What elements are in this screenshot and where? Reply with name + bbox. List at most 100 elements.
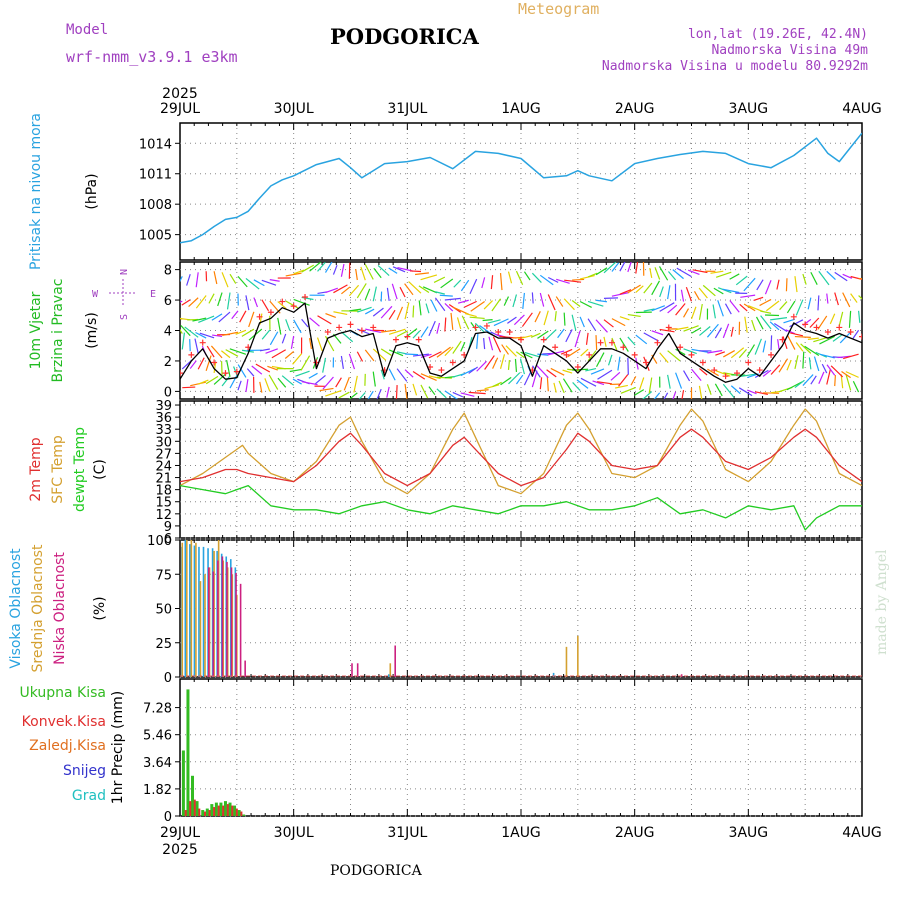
wind-arrow (318, 316, 332, 324)
wind-arrow (808, 338, 819, 339)
wind-arrow (198, 358, 204, 370)
wind-arrow (808, 298, 811, 310)
wind-arrow (240, 311, 246, 322)
wind-arrow (356, 269, 358, 280)
gust-marker (745, 359, 751, 365)
wind-arrow (457, 317, 460, 329)
wind-arrow (246, 379, 248, 392)
wind-arrow (515, 359, 516, 372)
wind-arrow (494, 319, 509, 326)
y-tick-label: 5.46 (143, 729, 172, 744)
wind-arrow (754, 297, 763, 300)
y-tick-label: 3.64 (143, 756, 172, 771)
wind-arrow (470, 317, 485, 318)
wind-arrow (464, 301, 477, 307)
ylabel-wind: 10m Vjetar (28, 291, 44, 369)
wind-arrow (572, 301, 580, 307)
wind-arrow (545, 330, 557, 341)
wind-arrow (548, 294, 555, 310)
wind-arrow (684, 309, 689, 318)
wind-arrow (349, 285, 358, 296)
wind-arrow (842, 372, 851, 378)
wind-arrow (523, 293, 525, 309)
wind-arrow (699, 288, 707, 298)
wind-arrow (715, 328, 721, 338)
precip-bar (229, 803, 232, 816)
wind-arrow (392, 284, 397, 299)
y-tick-label: 50 (155, 603, 172, 618)
wind-arrow (238, 381, 241, 390)
wind-arrow (182, 300, 190, 305)
wind-arrow (618, 357, 620, 371)
ylabel-unit: (%) (92, 596, 108, 620)
precip-bar (204, 812, 206, 816)
wind-arrow (294, 299, 310, 305)
wind-arrow (788, 335, 795, 349)
ylabel-unit: (C) (92, 459, 108, 480)
x-tick-label: 30JUL (274, 825, 314, 841)
wind-arrow (830, 314, 834, 324)
wind-arrow (286, 319, 290, 330)
wind-arrow (187, 274, 191, 285)
wind-arrow (787, 382, 802, 390)
wind-arrow (489, 337, 493, 351)
wind-arrow (373, 287, 376, 302)
wind-arrow (835, 272, 847, 280)
wind-arrow (628, 337, 635, 345)
wind-arrow (859, 311, 860, 323)
gust-marker (814, 324, 820, 330)
wind-arrow (757, 280, 763, 290)
wind-arrow (222, 272, 228, 287)
gust-marker (393, 337, 399, 343)
wind-arrow (182, 387, 195, 388)
wind-arrow (730, 301, 739, 313)
wind-arrow (778, 339, 779, 349)
wind-arrow (596, 335, 597, 350)
precip-bar (215, 803, 218, 816)
compass-e: E (150, 289, 156, 300)
wind-arrow (620, 338, 628, 352)
wind-arrow (357, 352, 362, 362)
precip-bar (196, 801, 199, 816)
wind-arrow (290, 369, 302, 371)
wind-arrow (378, 265, 389, 275)
x-tick-label: 3AUG (729, 825, 769, 841)
legend-0: Ukupna Kisa (19, 685, 106, 701)
gust-marker (609, 340, 615, 346)
wind-arrow (434, 277, 445, 282)
wind-arrow (333, 265, 337, 274)
legend-1: Konvek.Kisa (22, 714, 106, 730)
wind-arrow (513, 294, 516, 307)
y-tick-label: 1014 (139, 137, 172, 152)
wind-arrow (786, 278, 787, 291)
wind-arrow (195, 339, 198, 354)
wind-arrow (796, 300, 803, 316)
wind-arrow (843, 274, 852, 278)
wind-arrow (462, 316, 468, 330)
wind-arrow (575, 331, 580, 347)
wind-arrow (777, 280, 779, 290)
wind-arrow (556, 279, 569, 283)
wind-arrow (451, 313, 453, 330)
wind-arrow (771, 335, 772, 350)
wind-arrow (469, 367, 478, 373)
precip-bar (209, 810, 211, 816)
ylabel-precip: 1hr Precip (mm) (110, 691, 126, 804)
plot-area (168, 256, 874, 406)
precip-bar (198, 809, 200, 816)
wind-arrow (660, 287, 664, 297)
precip-bar (236, 809, 238, 816)
precip-bar (227, 804, 229, 816)
wind-arrow (387, 288, 389, 301)
wind-arrow (747, 345, 754, 357)
wind-arrow (744, 278, 755, 291)
wind-arrow (421, 275, 437, 280)
wind-arrow (397, 307, 402, 320)
wind-arrow (787, 360, 791, 370)
wind-arrow (718, 300, 724, 316)
wind-arrow (524, 272, 530, 280)
wind-arrow (713, 305, 715, 319)
